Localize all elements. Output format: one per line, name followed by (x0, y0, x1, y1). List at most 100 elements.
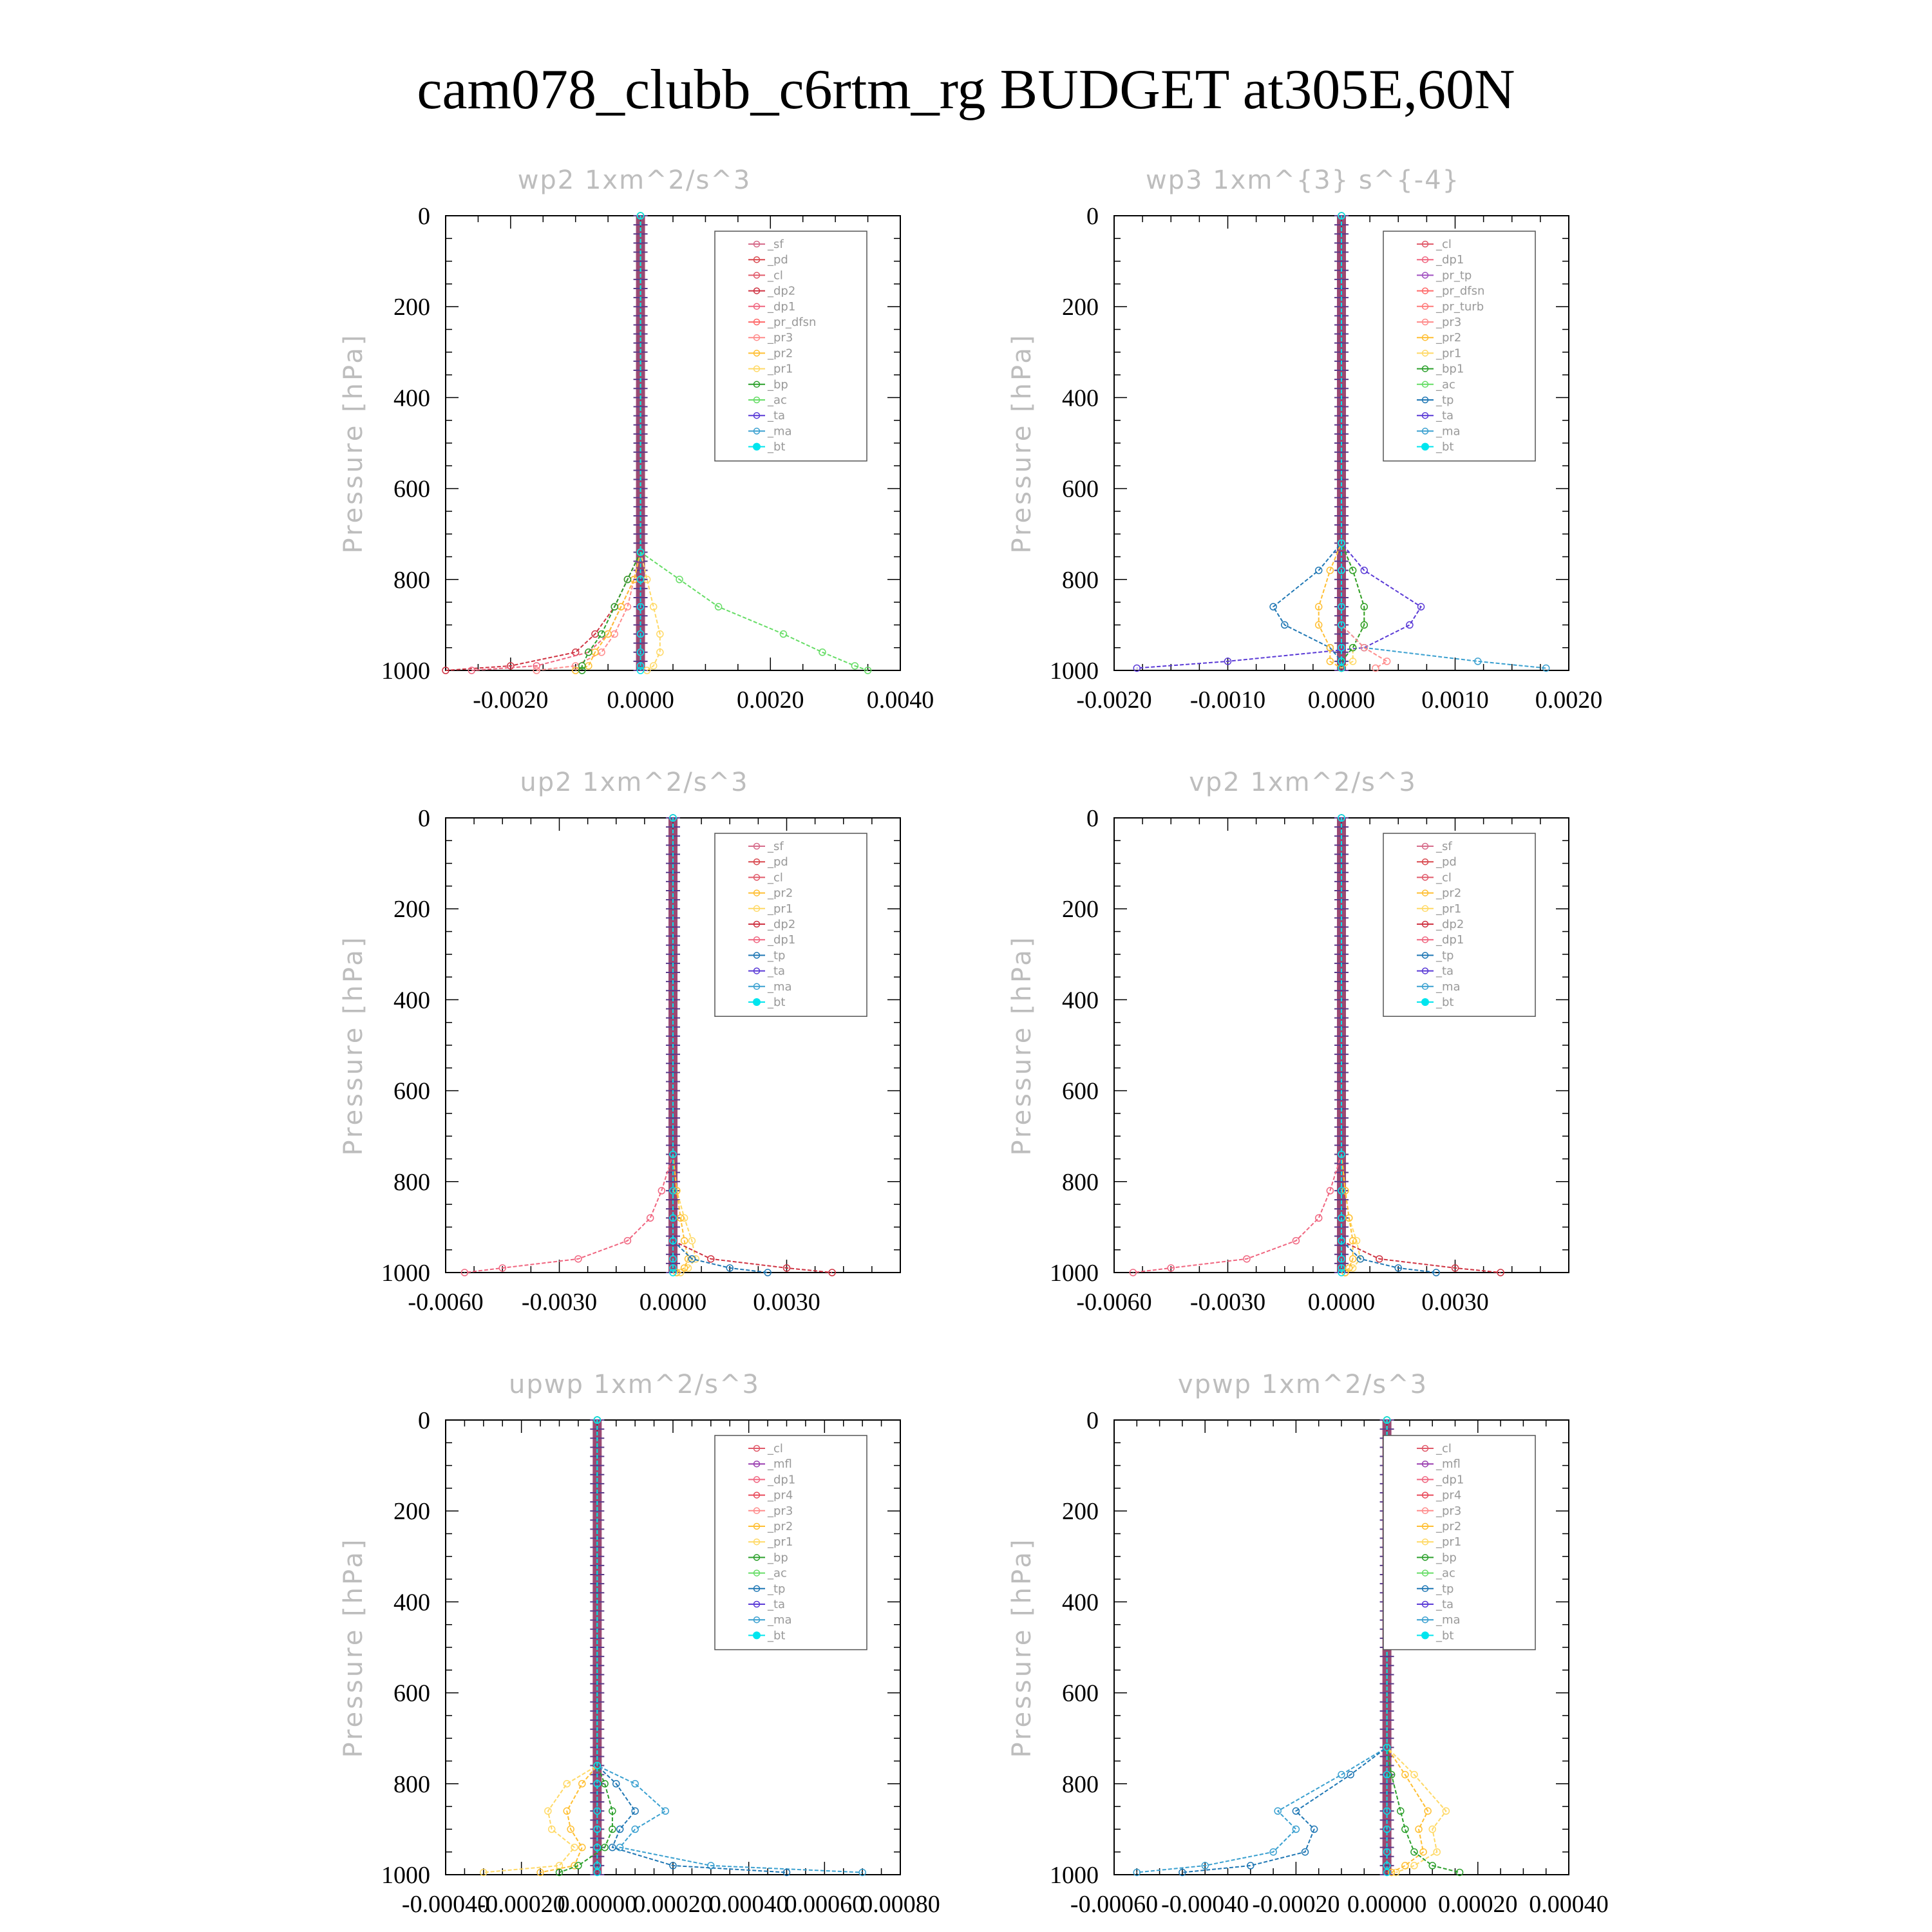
x-tick-label: -0.0030 (1190, 1289, 1265, 1316)
legend-label: _tp (1435, 1582, 1454, 1596)
series-point (1338, 814, 1345, 822)
legend-box (714, 833, 867, 1017)
series-point (1455, 1868, 1464, 1877)
legend-marker (753, 936, 761, 943)
series-point (1428, 1862, 1436, 1870)
legend-marker (753, 350, 761, 357)
legend-marker (1421, 303, 1429, 310)
legend-marker (753, 365, 761, 372)
legend-label: _sf (767, 840, 784, 853)
legend-marker (1421, 1600, 1429, 1608)
series-point (661, 1807, 669, 1815)
legend-marker (753, 442, 761, 451)
series-line-pr1 (639, 216, 661, 671)
series-point (533, 662, 540, 670)
legend-marker (1421, 1522, 1429, 1530)
legend-marker (753, 858, 761, 866)
series-line-ta (1137, 216, 1422, 669)
legend-marker (1421, 967, 1429, 974)
legend-label: _pr1 (767, 1535, 793, 1549)
series-point (468, 667, 476, 674)
series-point (1326, 566, 1334, 574)
series-point (636, 662, 645, 670)
series-point (669, 1269, 677, 1276)
series-point (1292, 1807, 1300, 1815)
series-point (460, 1269, 469, 1276)
legend-label: _pr2 (767, 346, 793, 360)
series-point (1247, 1862, 1255, 1870)
series-point (669, 1214, 677, 1222)
series-point (1387, 1868, 1396, 1877)
series-point (764, 1269, 772, 1276)
series-line-pr2 (1386, 1420, 1429, 1873)
y-tick-label: 1000 (381, 658, 430, 685)
legend-marker (753, 1631, 761, 1640)
series-point (536, 1868, 544, 1877)
series-point (1360, 643, 1368, 652)
x-tick-label: 0.00040 (1529, 1891, 1609, 1918)
legend-label: _pr2 (1435, 1520, 1461, 1533)
series-point (1292, 1825, 1300, 1833)
y-tick-label: 800 (1062, 567, 1099, 594)
series-point (574, 1862, 582, 1870)
y-axis-label: Pressure [hPa] (339, 1537, 368, 1758)
series-point (1383, 1868, 1391, 1877)
legend-marker (1421, 1554, 1429, 1561)
series-line-pr2 (575, 216, 641, 671)
legend-marker (1421, 842, 1429, 850)
legend-label: _pr3 (1435, 1504, 1461, 1518)
series-line-tp (1182, 1420, 1388, 1873)
series-point (1338, 1236, 1345, 1245)
series-point (636, 603, 645, 611)
x-tick-label: -0.0030 (522, 1289, 597, 1316)
series-point (623, 1236, 632, 1245)
series-line-bp (581, 216, 641, 670)
legend-label: _ma (1435, 1613, 1461, 1627)
legend-label: _ta (1435, 1598, 1454, 1611)
legend-label: _bt (1435, 1629, 1454, 1642)
series-point (851, 662, 859, 670)
y-tick-label: 400 (1062, 987, 1099, 1014)
y-tick-label: 800 (393, 1771, 430, 1798)
series-point (1410, 1862, 1418, 1870)
series-point (676, 576, 683, 583)
legend-marker (1421, 272, 1429, 279)
series-line-pr1 (1386, 1420, 1447, 1873)
series-point (1338, 539, 1345, 547)
series-point (1326, 658, 1334, 665)
legend-label: _bt (1435, 440, 1454, 454)
series-point (567, 1825, 574, 1833)
legend-marker (753, 334, 761, 341)
series-point (1338, 1264, 1345, 1272)
series-line-dp1 (1133, 818, 1342, 1273)
series-point (1356, 1255, 1365, 1263)
legend-marker (1421, 983, 1429, 990)
legend-box (1383, 1435, 1536, 1651)
series-point (1129, 1269, 1137, 1276)
y-tick-label: 200 (1062, 294, 1099, 321)
legend-marker (753, 967, 761, 974)
legend-label: _cl (1435, 1442, 1452, 1455)
series-point (574, 1255, 582, 1263)
legend-label: _pr2 (767, 887, 793, 900)
legend-label: _dp1 (1435, 253, 1464, 267)
legend-label: _sf (767, 238, 784, 251)
x-tick-label: 0.0020 (1535, 687, 1603, 714)
legend-label: _ta (1435, 409, 1454, 422)
legend-label: _pd (767, 253, 788, 267)
legend-label: _pr2 (1435, 331, 1461, 345)
y-tick-label: 0 (418, 203, 430, 230)
series-point (1133, 664, 1141, 672)
legend-label: _ma (1435, 980, 1461, 994)
legend-marker (1421, 1569, 1429, 1577)
series-point (1338, 566, 1345, 574)
series-point (507, 662, 515, 670)
series-point (1314, 621, 1323, 629)
legend-marker (1421, 287, 1429, 294)
series-point (1349, 566, 1357, 574)
series-point (1474, 658, 1482, 665)
series-point (578, 662, 586, 670)
legend-label: _bt (767, 1629, 785, 1642)
series-point (1345, 1214, 1353, 1222)
legend-label: _pr_turb (1435, 300, 1484, 314)
